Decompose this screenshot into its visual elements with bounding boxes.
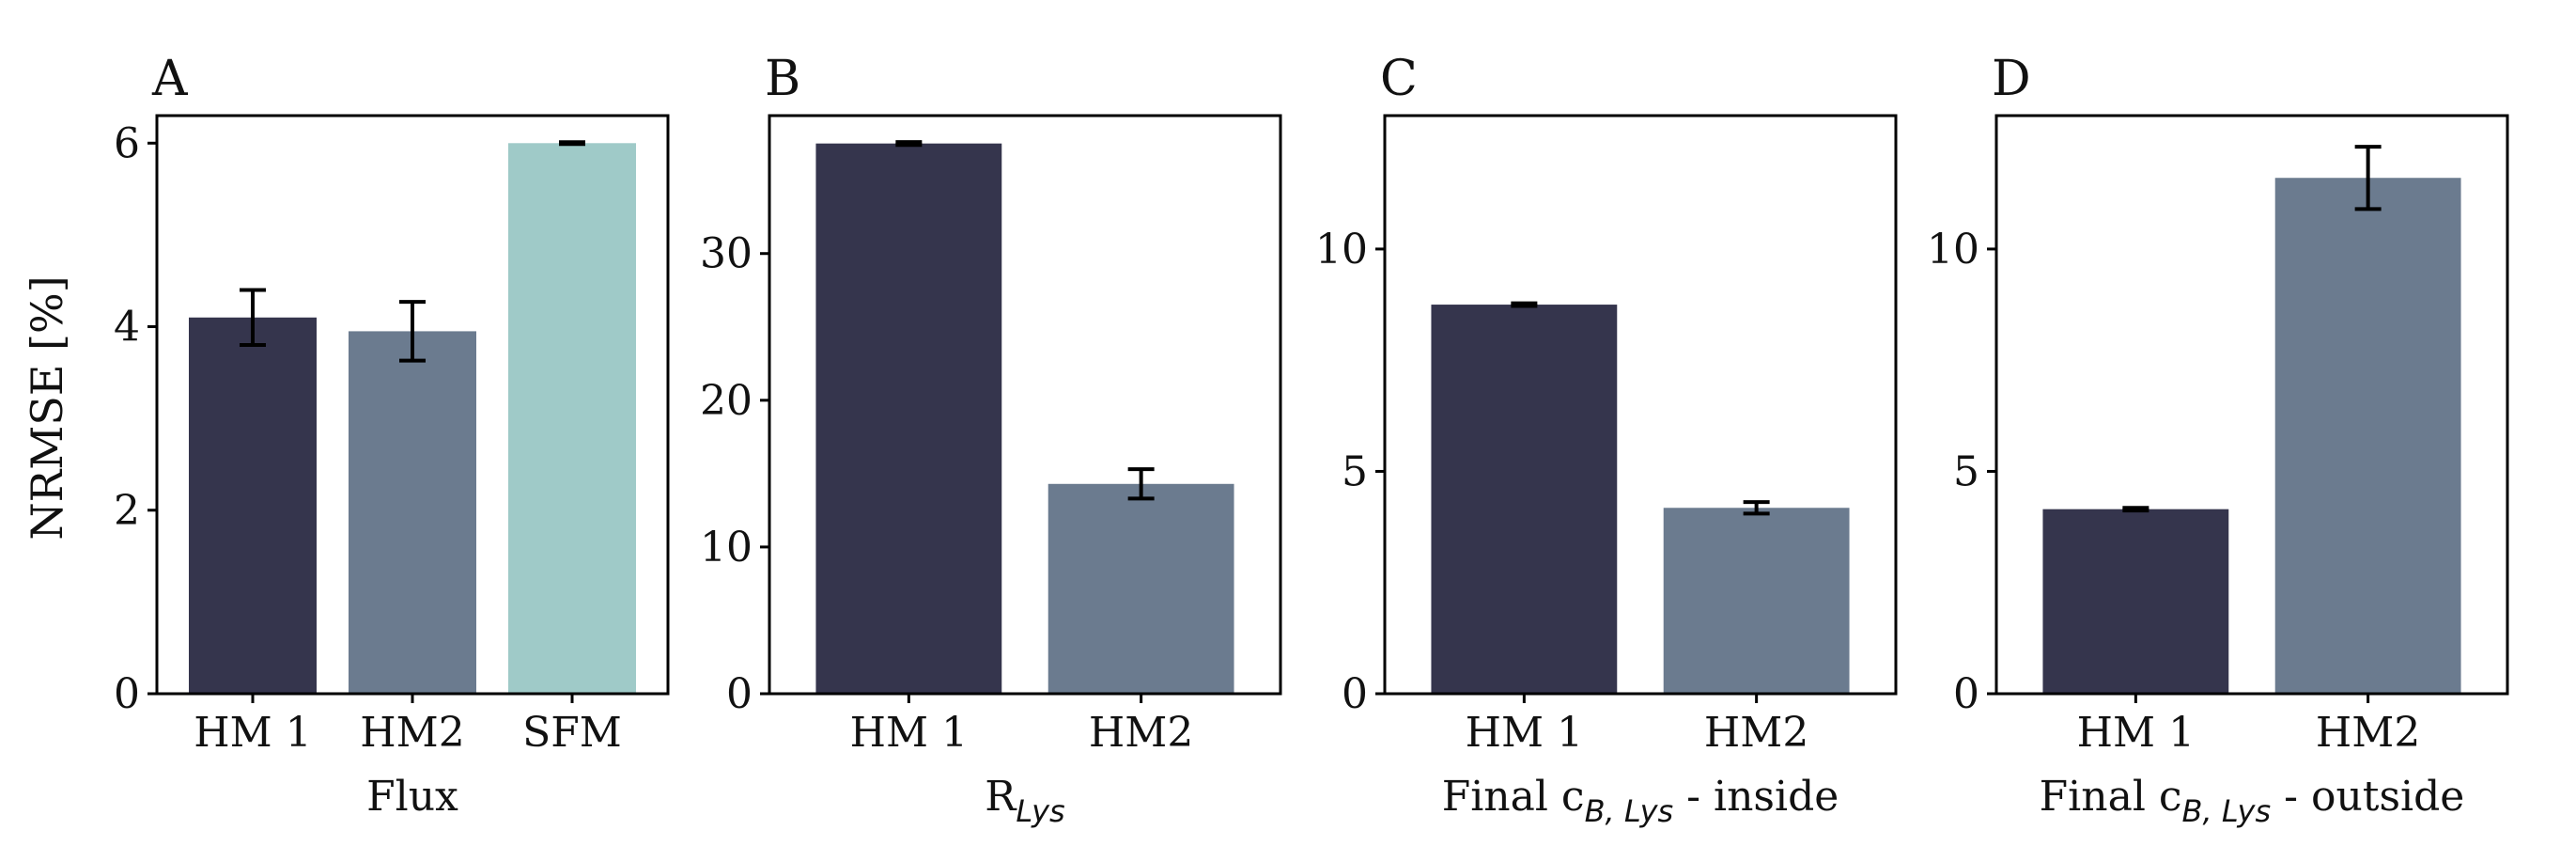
y-axis-label: NRMSE [%] [22,275,72,540]
x-tick-label: HM 1 [1466,709,1583,757]
x-axis-label-subscript: B, Lys [1585,793,1674,829]
error-bar [559,140,585,147]
bar-hm1 [2042,509,2229,694]
x-axis-label-main: Final c [2040,773,2182,821]
error-bar [2354,145,2382,212]
x-axis-label-subscript: B, Lys [2182,793,2272,829]
x-tick-label: HM2 [360,709,464,757]
error-bar [1743,500,1770,516]
y-tick-label: 20 [700,377,753,425]
y-tick-label: 10 [700,524,753,572]
x-axis-label: Final cB, Lys - inside [1442,773,1839,829]
panel-letter: A [151,51,189,107]
error-bar [240,288,266,348]
y-tick-label: 0 [1342,670,1368,718]
y-tick-label: 4 [114,304,140,352]
x-tick-label: HM2 [1089,709,1193,757]
y-tick-label: 5 [1953,447,1979,495]
panel-d: HM 1 HM2 0 5 10 D Final cB, Lys - outside [1927,51,2509,829]
error-bar [1511,301,1538,308]
x-tick-label: SFM [522,709,622,757]
bar-hm2 [349,331,476,694]
error-bar [895,140,923,148]
panel-letter: C [1380,51,1418,107]
x-tick-label: HM2 [2316,709,2420,757]
bar-hm1 [1431,305,1618,694]
panel-letter: B [765,51,800,107]
panel-b: HM 1 HM2 0 10 20 30 B RLys [700,51,1282,829]
y-tick-label: 30 [700,230,753,278]
y-tick-label: 10 [1927,226,1979,274]
bar-sfm [508,143,636,695]
x-tick-label: HM 1 [2077,709,2195,757]
y-tick-label: 6 [114,119,140,167]
x-axis-label-main: R [985,773,1017,821]
y-tick-label: 0 [114,670,140,718]
plot-frame [155,114,670,696]
x-axis-label: RLys [985,773,1064,829]
x-axis-label-subscript: Lys [1016,793,1064,829]
y-tick-label: 10 [1315,226,1368,274]
panel-letter: D [1992,51,2031,107]
bar-hm2 [2274,178,2461,694]
plot-frame [1383,114,1898,696]
y-tick-label: 2 [114,487,140,535]
bar-hm1 [815,143,1002,695]
bar-hm2 [1047,483,1234,694]
x-tick-label: HM 1 [194,709,311,757]
error-bar [2122,506,2149,513]
x-axis-label-suffix: - inside [1673,773,1839,821]
y-tick-label: 5 [1342,447,1368,495]
error-bar [1127,467,1155,501]
x-axis-label: Final cB, Lys - outside [2040,773,2465,829]
x-tick-label: HM2 [1704,709,1808,757]
y-tick-label: 0 [726,670,753,718]
bar-hm2 [1663,508,1850,694]
plot-frame [1994,114,2509,696]
x-axis-label: Flux [366,773,458,821]
bar-hm1 [189,317,317,694]
error-bar [399,300,426,363]
x-axis-label-suffix: - outside [2271,773,2464,821]
x-axis-label-main: Final c [1442,773,1585,821]
x-tick-label: HM 1 [850,709,968,757]
panel-a: HM 1 HM2 SFM 0 2 4 6A Flux [114,51,670,821]
y-tick-label: 0 [1953,670,1979,718]
plot-frame [768,114,1282,696]
panel-c: HM 1 HM2 0 5 10 C Final cB, Lys - inside [1315,51,1898,829]
